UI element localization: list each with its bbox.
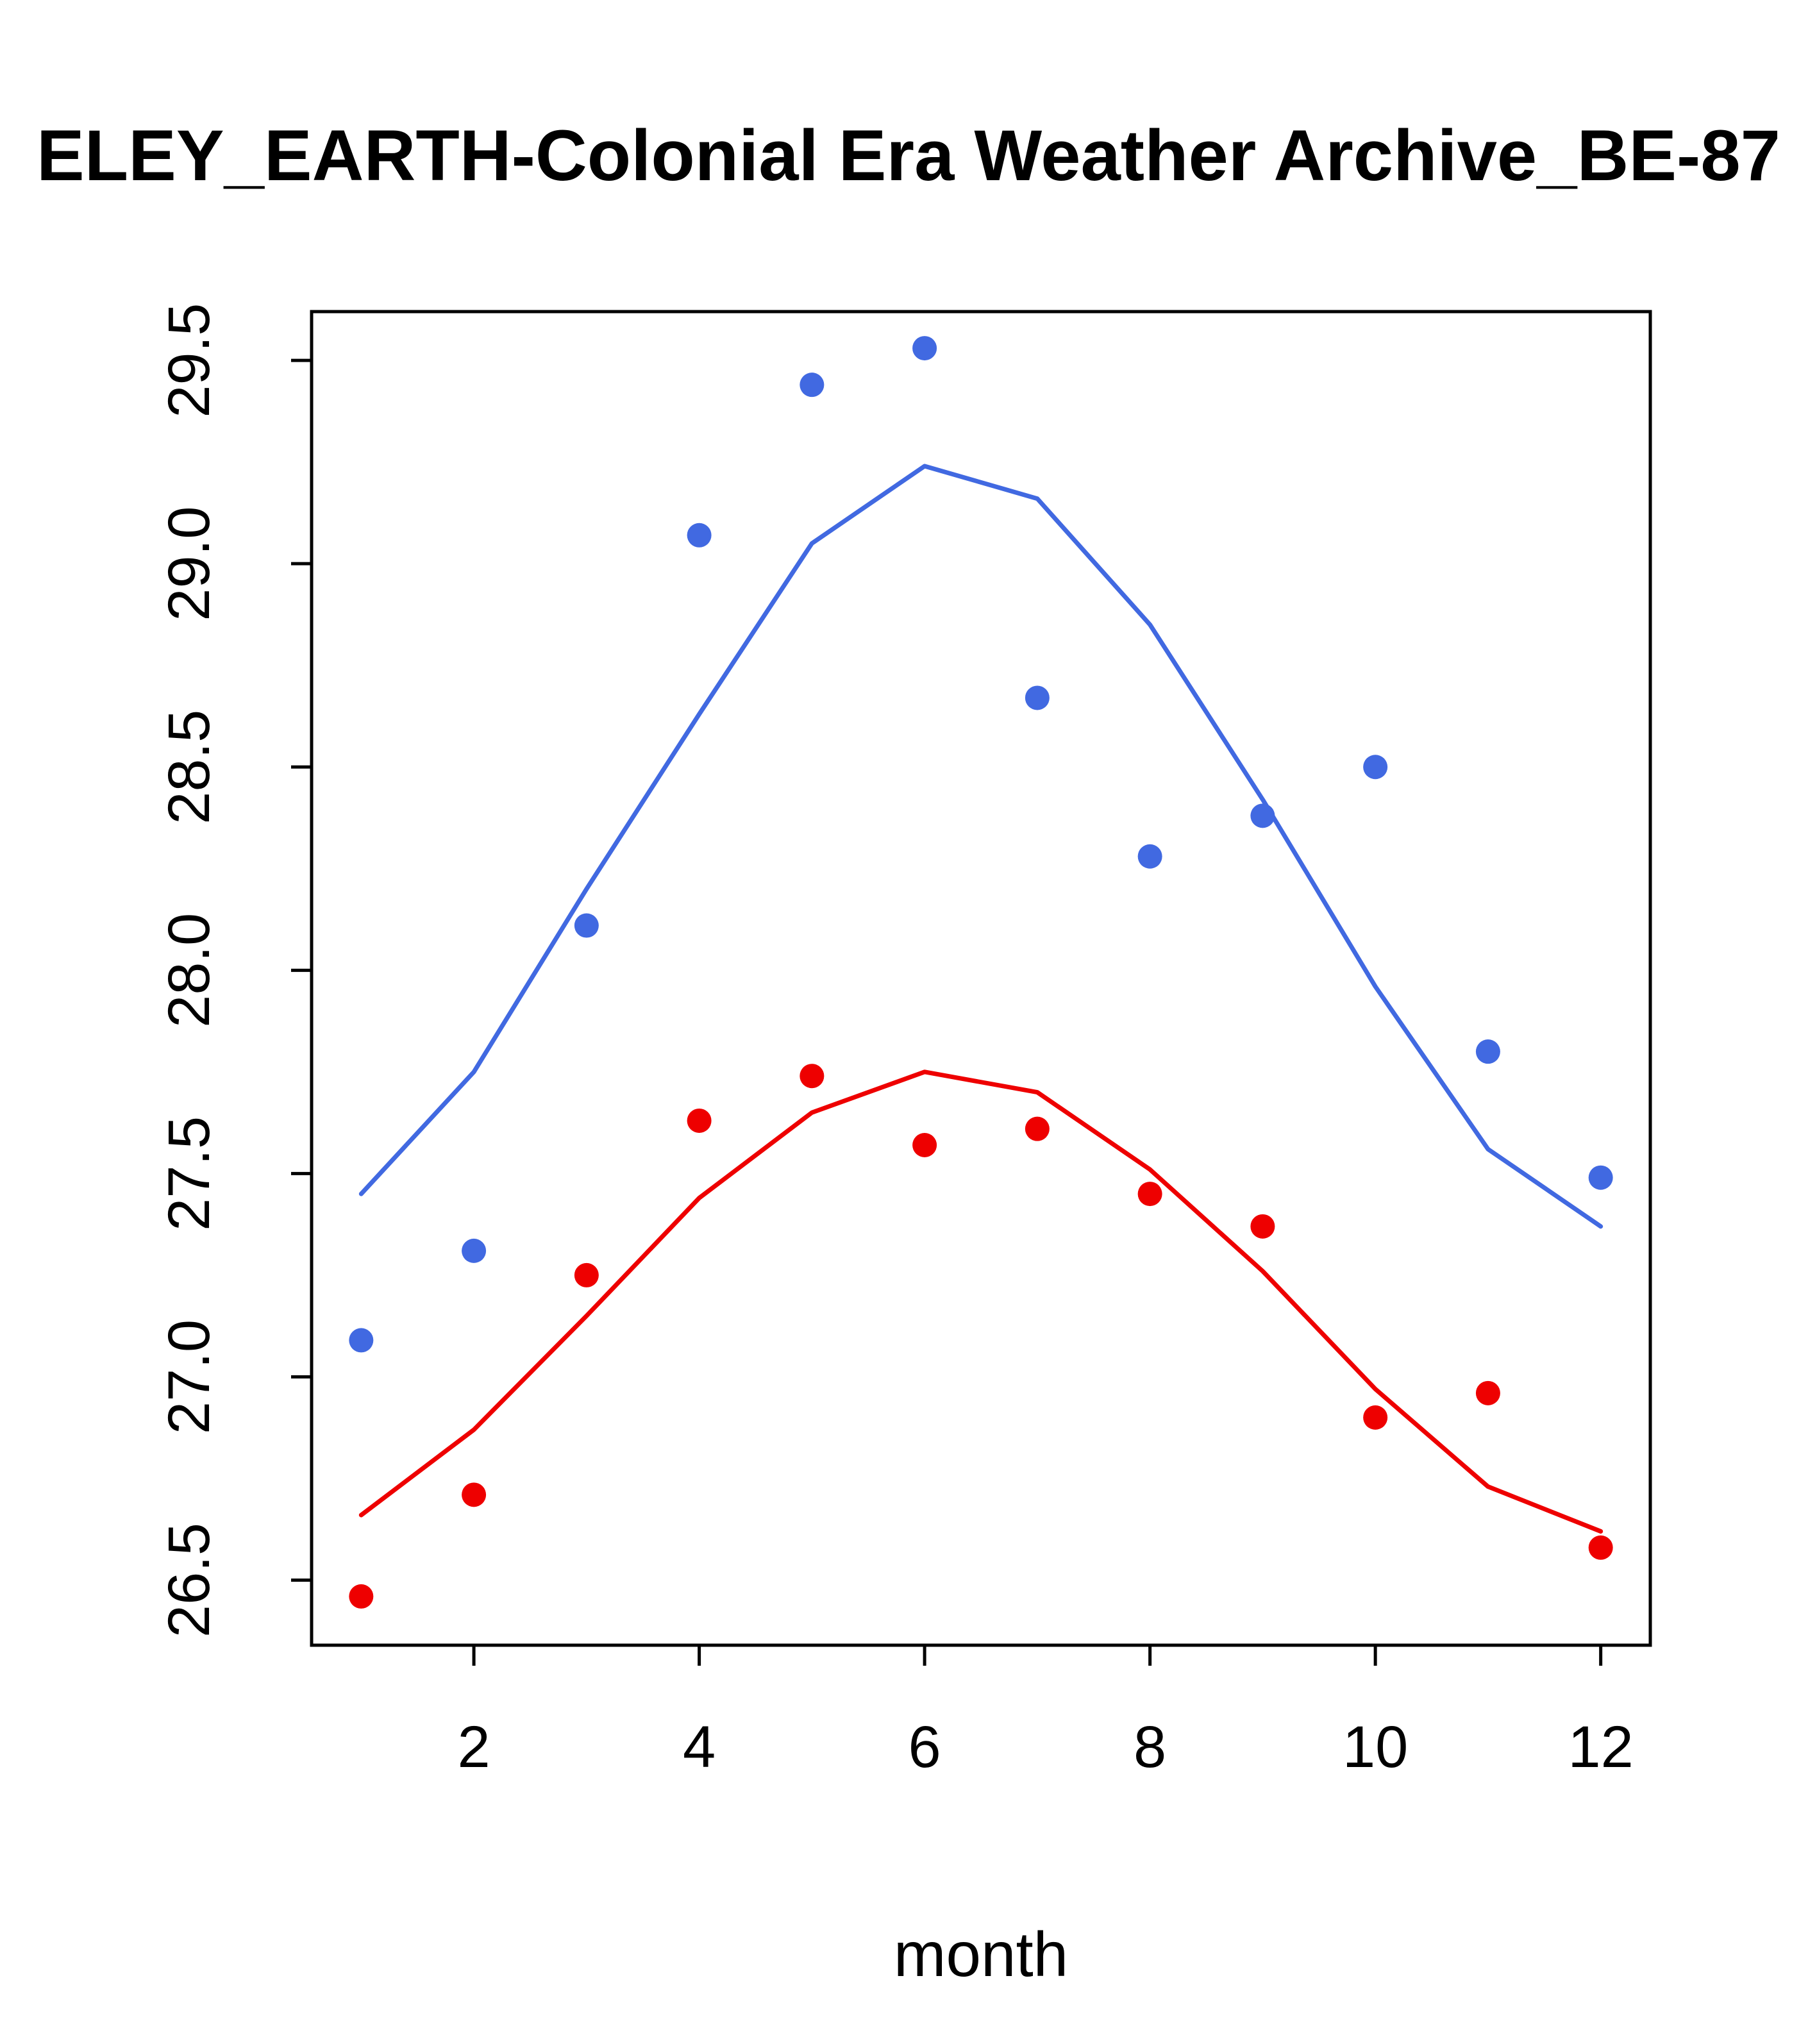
red-observations-point xyxy=(349,1584,374,1609)
y-tick-label: 28.5 xyxy=(156,710,222,825)
y-tick-label: 29.0 xyxy=(156,507,222,621)
red-observations-point xyxy=(1137,1182,1162,1207)
blue-fit-curve xyxy=(358,464,1603,1229)
blue-observations-point xyxy=(462,1238,487,1263)
red-observations-point xyxy=(687,1108,712,1133)
red-observations-point xyxy=(574,1262,599,1287)
blue-observations-point xyxy=(349,1328,374,1353)
red-observations-point xyxy=(462,1482,487,1507)
blue-observations-point xyxy=(574,913,599,938)
red-observations-point xyxy=(1250,1214,1275,1239)
y-tick-label: 28.0 xyxy=(156,913,222,1028)
red-observations-point xyxy=(912,1133,937,1157)
red-observations-point xyxy=(1588,1535,1613,1560)
blue-observations-point xyxy=(1475,1039,1500,1064)
blue-observations-point xyxy=(1250,803,1275,828)
x-tick-label: 6 xyxy=(908,1714,941,1780)
x-tick-label: 2 xyxy=(458,1714,490,1780)
plot-border xyxy=(310,310,1652,1647)
x-tick-label: 10 xyxy=(1343,1714,1408,1780)
blue-observations-point xyxy=(1363,755,1388,780)
red-observations-point xyxy=(1363,1405,1388,1430)
red-fit-curve xyxy=(358,1069,1603,1534)
blue-observations-point xyxy=(1137,844,1162,869)
y-tick-label: 27.5 xyxy=(156,1116,222,1231)
blue-observations-point xyxy=(912,336,937,361)
blue-observations-point xyxy=(1025,685,1050,710)
y-tick-label: 29.5 xyxy=(156,303,222,418)
x-tick-label: 4 xyxy=(683,1714,716,1780)
x-axis-label: month xyxy=(893,1919,1069,1990)
chart-title: ELEY_EARTH-Colonial Era Weather Archive_… xyxy=(37,115,1780,196)
y-tick-label: 26.5 xyxy=(156,1523,222,1638)
x-tick-label: 12 xyxy=(1568,1714,1633,1780)
red-observations-point xyxy=(1025,1116,1050,1141)
blue-observations-point xyxy=(800,373,825,398)
blue-observations-point xyxy=(1588,1165,1613,1190)
red-observations-point xyxy=(800,1064,825,1089)
blue-observations-point xyxy=(687,523,712,548)
y-tick-label: 27.0 xyxy=(156,1319,222,1434)
red-observations-point xyxy=(1475,1380,1500,1405)
x-tick-label: 8 xyxy=(1134,1714,1166,1780)
